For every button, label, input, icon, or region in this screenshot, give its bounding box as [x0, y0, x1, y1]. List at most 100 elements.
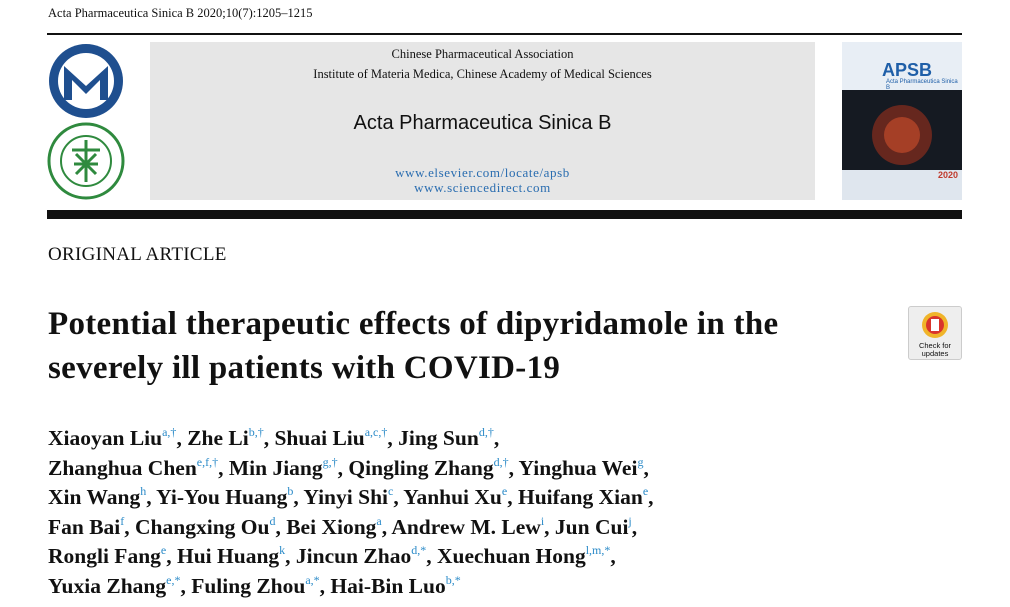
- author-list: Xiaoyan Liua,†, Zhe Lib,†, Shuai Liua,c,…: [48, 424, 654, 601]
- affiliation: d,†: [493, 454, 509, 469]
- author-name: Qingling Zhang: [348, 455, 494, 480]
- author-name: Yuxia Zhang: [48, 573, 167, 598]
- author-name: Shuai Liu: [274, 426, 365, 450]
- affiliation: e,f,†: [196, 454, 219, 469]
- author-name: Jincun Zhao: [295, 544, 412, 568]
- author-name: Xiaoyan Liu: [48, 426, 163, 450]
- separator: ,: [263, 426, 270, 450]
- affiliation: a: [376, 513, 382, 528]
- article-title: Potential therapeutic effects of dipyrid…: [48, 306, 779, 386]
- link[interactable]: www.sciencedirect.com: [414, 180, 551, 195]
- separator: ,: [381, 514, 388, 539]
- author-name: Huifang Xian: [517, 485, 643, 509]
- separator: ,: [319, 573, 326, 598]
- separator: ,: [508, 455, 514, 480]
- author-line: Xin Wangh, Yi-You Huangb, Yinyi Shic, Ya…: [48, 483, 654, 513]
- cover-art: [842, 105, 962, 200]
- cover-name: Acta Pharmaceutica Sinica B: [886, 79, 958, 91]
- author-name: Zhe Li: [187, 426, 249, 450]
- affiliation: b,†: [248, 425, 264, 439]
- author-name: Yinyi Shi: [303, 485, 389, 509]
- logos: [47, 44, 125, 200]
- cover-abbr: APSB: [882, 60, 933, 80]
- journal-name: Acta Pharmaceutica Sinica B: [353, 112, 612, 134]
- affiliation: g: [637, 454, 644, 469]
- separator: ,: [426, 544, 432, 568]
- link[interactable]: www.elsevier.com/locate/apsb: [395, 165, 570, 180]
- affiliation: d,†: [478, 425, 494, 439]
- separator: ,: [166, 544, 172, 568]
- separator: ,: [631, 514, 638, 539]
- affiliation: k: [279, 543, 286, 557]
- author-name: Fuling Zhou: [191, 573, 306, 598]
- affiliation: c: [388, 484, 394, 498]
- author-name: Yi-You Huang: [156, 485, 288, 509]
- journal-cover: APSB Acta Pharmaceutica Sinica B 2020: [842, 42, 962, 200]
- affiliation: i: [540, 513, 545, 528]
- author-line: Xiaoyan Liua,†, Zhe Lib,†, Shuai Liua,c,…: [48, 424, 654, 454]
- author-name: Yanhui Xu: [403, 485, 502, 509]
- separator: ,: [176, 426, 182, 450]
- org: Institute of Materia Medica, Chinese Aca…: [313, 67, 652, 81]
- affiliation: e: [160, 543, 167, 557]
- check-updates-badge[interactable]: Check for updates: [908, 306, 962, 360]
- author-name: Bei Xiong: [286, 514, 377, 539]
- affiliation: d,*: [411, 543, 427, 557]
- author-name: Jun Cui: [554, 514, 629, 539]
- affiliation: e,*: [166, 572, 181, 587]
- author-name: Rongli Fang: [48, 544, 161, 568]
- affiliation: g,†: [322, 454, 338, 469]
- separator: ,: [180, 573, 186, 598]
- separator: ,: [218, 455, 224, 480]
- affiliation: b: [287, 484, 294, 498]
- affiliation: a,*: [305, 572, 320, 587]
- author-name: Zhanghua Chen: [48, 455, 197, 480]
- separator: ,: [544, 514, 550, 539]
- affiliation: a,c,†: [364, 425, 388, 439]
- author-line: Zhanghua Chene,f,†, Min Jiangg,†, Qingli…: [48, 454, 654, 484]
- author-line: Rongli Fange, Hui Huangk, Jincun Zhaod,*…: [48, 542, 654, 572]
- author-name: Hai-Bin Luo: [330, 573, 446, 598]
- affiliation: d: [269, 513, 276, 528]
- author-name: Xuechuan Hong: [436, 544, 586, 568]
- org: Chinese Pharmaceutical Association: [391, 47, 574, 61]
- author-name: Jing Sun: [398, 426, 479, 450]
- header-bar: [47, 210, 962, 219]
- separator: ,: [285, 544, 291, 568]
- separator: ,: [387, 426, 393, 450]
- affiliation: a,†: [162, 425, 177, 439]
- author-name: Xin Wang: [48, 485, 141, 509]
- affiliation: l,m,*: [585, 543, 611, 557]
- separator: ,: [643, 455, 649, 480]
- affiliation: f: [120, 513, 125, 528]
- author-name: Yinghua Wei: [518, 455, 638, 480]
- separator: ,: [507, 485, 513, 509]
- separator: ,: [293, 485, 299, 509]
- separator: ,: [648, 485, 654, 509]
- affiliation: e: [501, 484, 508, 498]
- separator: ,: [124, 514, 130, 539]
- badge-icon: [922, 312, 948, 338]
- top-rule: [47, 33, 962, 35]
- badge-text: Check for updates: [918, 341, 952, 358]
- citation: Acta Pharmaceutica Sinica B 2020;10(7):1…: [48, 6, 313, 20]
- author-line: Yuxia Zhange,*, Fuling Zhoua,*, Hai-Bin …: [48, 572, 654, 602]
- author-name: Fan Bai: [48, 514, 121, 539]
- affiliation: b,*: [445, 572, 461, 587]
- author-line: Fan Baif, Changxing Oud, Bei Xionga, And…: [48, 513, 654, 543]
- separator: ,: [275, 514, 281, 539]
- separator: ,: [493, 426, 500, 450]
- separator: ,: [393, 485, 399, 509]
- separator: ,: [146, 485, 152, 509]
- author-name: Hui Huang: [176, 544, 280, 568]
- author-name: Andrew M. Lew: [391, 514, 541, 539]
- author-name: Changxing Ou: [135, 514, 270, 539]
- section-label: ORIGINAL ARTICLE: [48, 244, 227, 265]
- separator: ,: [337, 455, 344, 480]
- affiliation: h: [140, 484, 147, 498]
- separator: ,: [610, 544, 616, 568]
- masthead: Chinese Pharmaceutical Association Insti…: [150, 42, 815, 200]
- affiliation: e: [642, 484, 649, 498]
- cover-year: 2020: [938, 170, 959, 180]
